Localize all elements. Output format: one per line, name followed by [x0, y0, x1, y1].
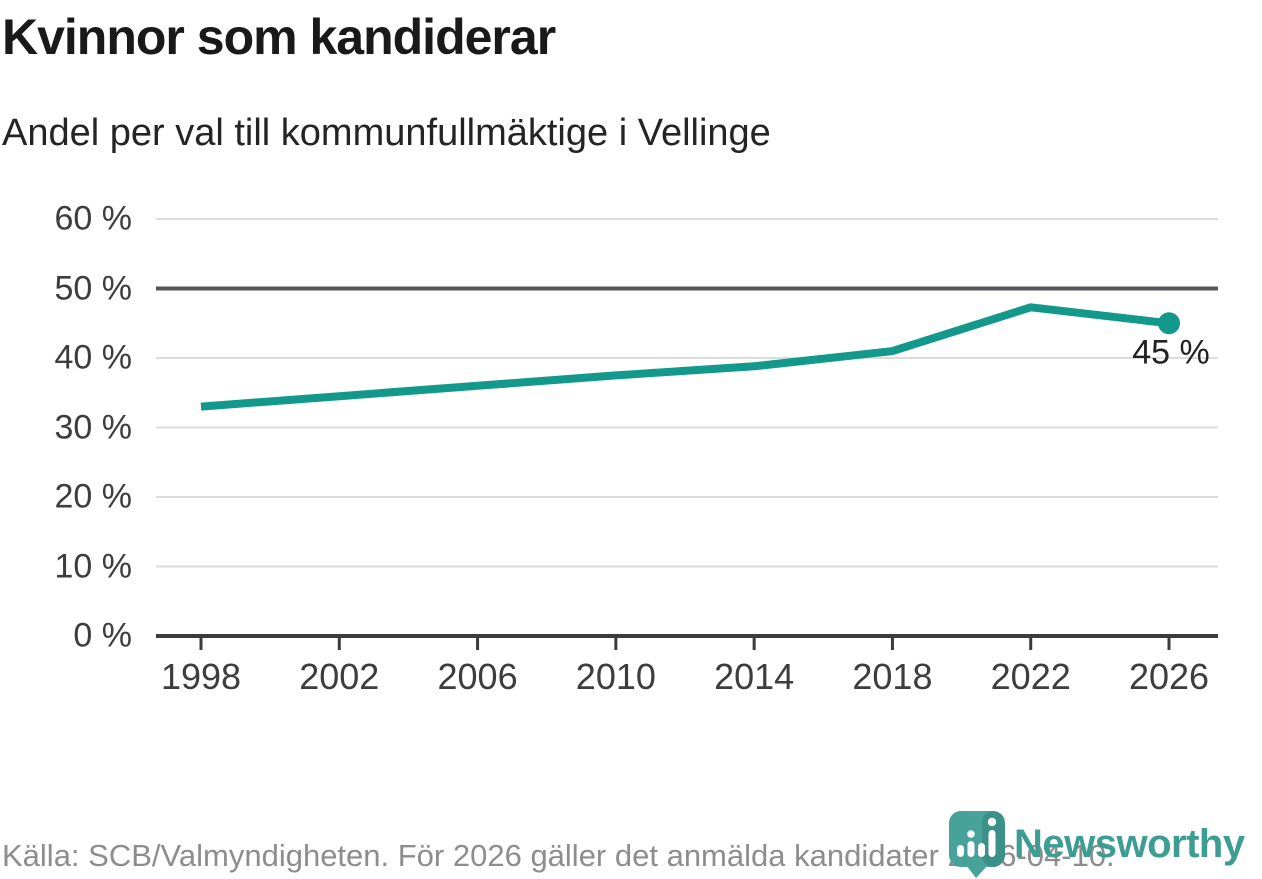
- y-axis-label: 40 %: [54, 338, 133, 377]
- source-note: Källa: SCB/Valmyndigheten. För 2026 gäll…: [2, 838, 1115, 873]
- newsworthy-logo-text: Newsworthy: [1014, 822, 1245, 866]
- y-axis-label: 50 %: [54, 269, 133, 307]
- x-axis-label: 2002: [299, 656, 380, 697]
- x-axis-label: 2022: [990, 656, 1071, 697]
- line-chart-svg: [156, 218, 1218, 650]
- x-axis-label: 2010: [575, 656, 656, 697]
- y-axis-label: 0 %: [73, 616, 132, 655]
- y-axis-label: 10 %: [54, 547, 133, 585]
- chart-title: Kvinnor som kandiderar: [2, 9, 556, 65]
- x-axis-label: 1998: [160, 656, 242, 697]
- y-axis-label: 60 %: [54, 199, 133, 238]
- chart-subtitle: Andel per val till kommunfullmäktige i V…: [2, 112, 771, 154]
- x-axis-label: 2014: [714, 656, 795, 697]
- end-value-label: 45 %: [1132, 333, 1210, 372]
- newsworthy-logo: Newsworthy: [948, 810, 1245, 878]
- y-axis-label: 30 %: [54, 408, 133, 446]
- x-axis-label: 2006: [437, 656, 518, 697]
- bar-chart-pin-icon: [949, 811, 1005, 878]
- y-axis-label: 20 %: [54, 477, 133, 516]
- x-axis-label: 2026: [1128, 656, 1210, 697]
- x-axis-label: 2018: [852, 656, 933, 697]
